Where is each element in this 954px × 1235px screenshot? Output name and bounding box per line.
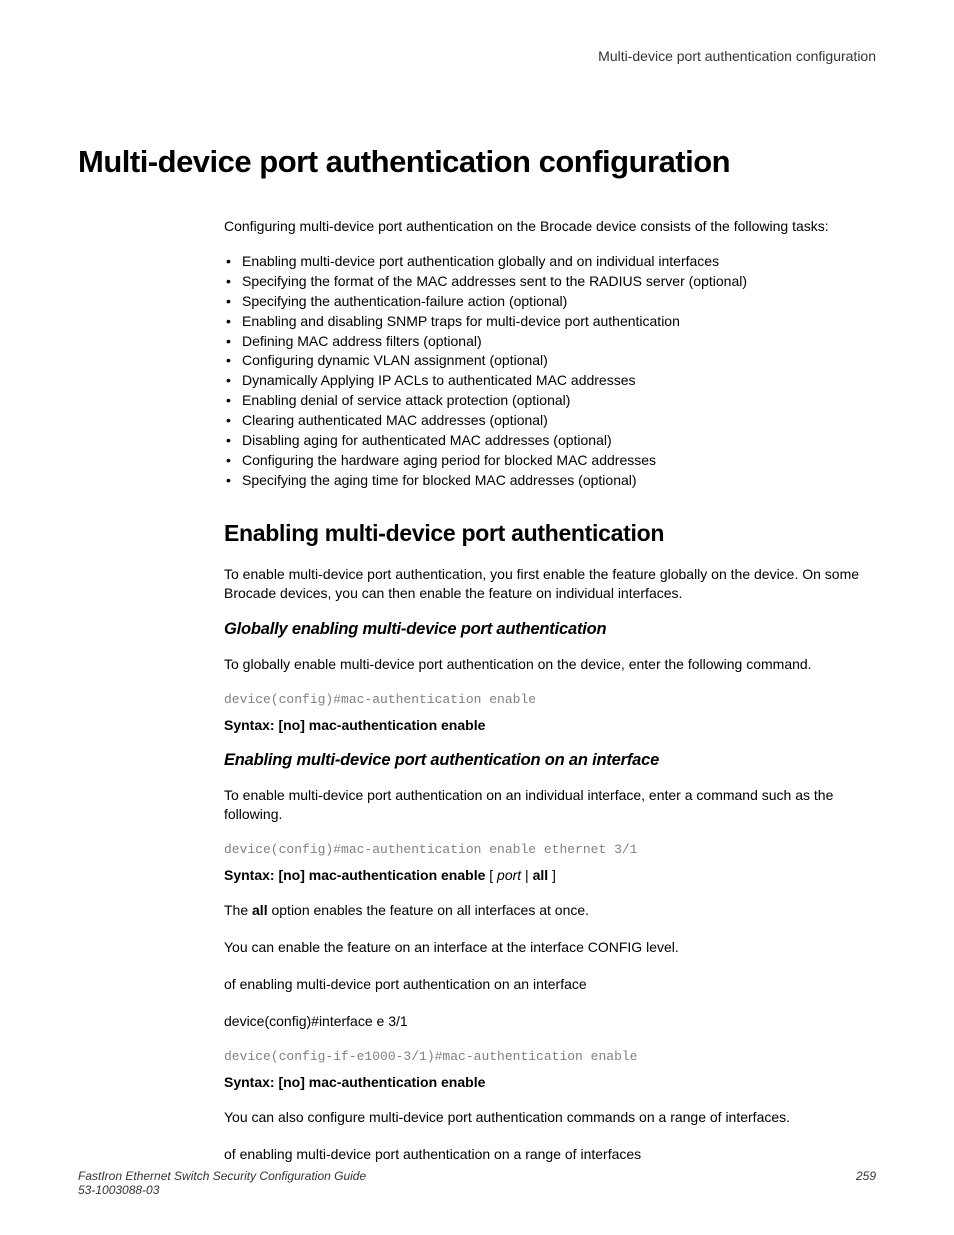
list-item: Dynamically Applying IP ACLs to authenti… — [224, 371, 876, 390]
syntax-bold: Syntax: [no] mac-authentication enable — [224, 717, 485, 733]
body-paragraph: You can enable the feature on an interfa… — [224, 938, 876, 957]
bold-text: all — [252, 902, 268, 918]
body-paragraph: of enabling multi-device port authentica… — [224, 1145, 876, 1164]
list-item: Defining MAC address filters (optional) — [224, 332, 876, 351]
code-block: device(config)#mac-authentication enable… — [224, 842, 876, 857]
page-footer: 259 FastIron Ethernet Switch Security Co… — [78, 1169, 876, 1197]
text: The — [224, 902, 252, 918]
list-item: Enabling multi-device port authenticatio… — [224, 252, 876, 271]
text: option enables the feature on all interf… — [268, 902, 589, 918]
syntax-line: Syntax: [no] mac-authentication enable — [224, 1074, 876, 1090]
syntax-bold: all — [533, 867, 549, 883]
list-item: Specifying the authentication-failure ac… — [224, 292, 876, 311]
body-paragraph: To globally enable multi-device port aut… — [224, 655, 876, 674]
syntax-line: Syntax: [no] mac-authentication enable — [224, 717, 876, 733]
section-heading: Enabling multi-device port authenticatio… — [224, 520, 876, 547]
code-block: device(config-if-e1000-3/1)#mac-authenti… — [224, 1049, 876, 1064]
footer-doc-number: 53-1003088-03 — [78, 1183, 159, 1197]
page-title: Multi-device port authentication configu… — [78, 144, 876, 180]
subsection-heading: Globally enabling multi-device port auth… — [224, 620, 876, 639]
syntax-italic: port — [497, 867, 521, 883]
body-paragraph: To enable multi-device port authenticati… — [224, 565, 876, 603]
syntax-bold: Syntax: [no] mac-authentication enable — [224, 1074, 485, 1090]
running-header: Multi-device port authentication configu… — [78, 48, 876, 64]
list-item: Specifying the aging time for blocked MA… — [224, 471, 876, 490]
footer-guide-title: FastIron Ethernet Switch Security Config… — [78, 1169, 366, 1183]
code-block: device(config)#mac-authentication enable — [224, 692, 876, 707]
list-item: Specifying the format of the MAC address… — [224, 272, 876, 291]
list-item: Clearing authenticated MAC addresses (op… — [224, 411, 876, 430]
syntax-text: | — [521, 867, 532, 883]
subsection-heading: Enabling multi-device port authenticatio… — [224, 751, 876, 770]
intro-paragraph: Configuring multi-device port authentica… — [224, 218, 876, 234]
list-item: Configuring the hardware aging period fo… — [224, 451, 876, 470]
list-item: Disabling aging for authenticated MAC ad… — [224, 431, 876, 450]
body-paragraph: The all option enables the feature on al… — [224, 901, 876, 920]
syntax-bold: Syntax: [no] mac-authentication enable — [224, 867, 485, 883]
syntax-text: ] — [548, 867, 556, 883]
body-paragraph: To enable multi-device port authenticati… — [224, 786, 876, 824]
page-number: 259 — [856, 1169, 876, 1183]
syntax-text: [ — [485, 867, 497, 883]
body-paragraph: You can also configure multi-device port… — [224, 1108, 876, 1127]
body-paragraph: of enabling multi-device port authentica… — [224, 975, 876, 994]
list-item: Enabling and disabling SNMP traps for mu… — [224, 312, 876, 331]
list-item: Enabling denial of service attack protec… — [224, 391, 876, 410]
body-paragraph: device(config)#interface e 3/1 — [224, 1012, 876, 1031]
list-item: Configuring dynamic VLAN assignment (opt… — [224, 351, 876, 370]
task-list: Enabling multi-device port authenticatio… — [224, 252, 876, 490]
syntax-line: Syntax: [no] mac-authentication enable [… — [224, 867, 876, 883]
